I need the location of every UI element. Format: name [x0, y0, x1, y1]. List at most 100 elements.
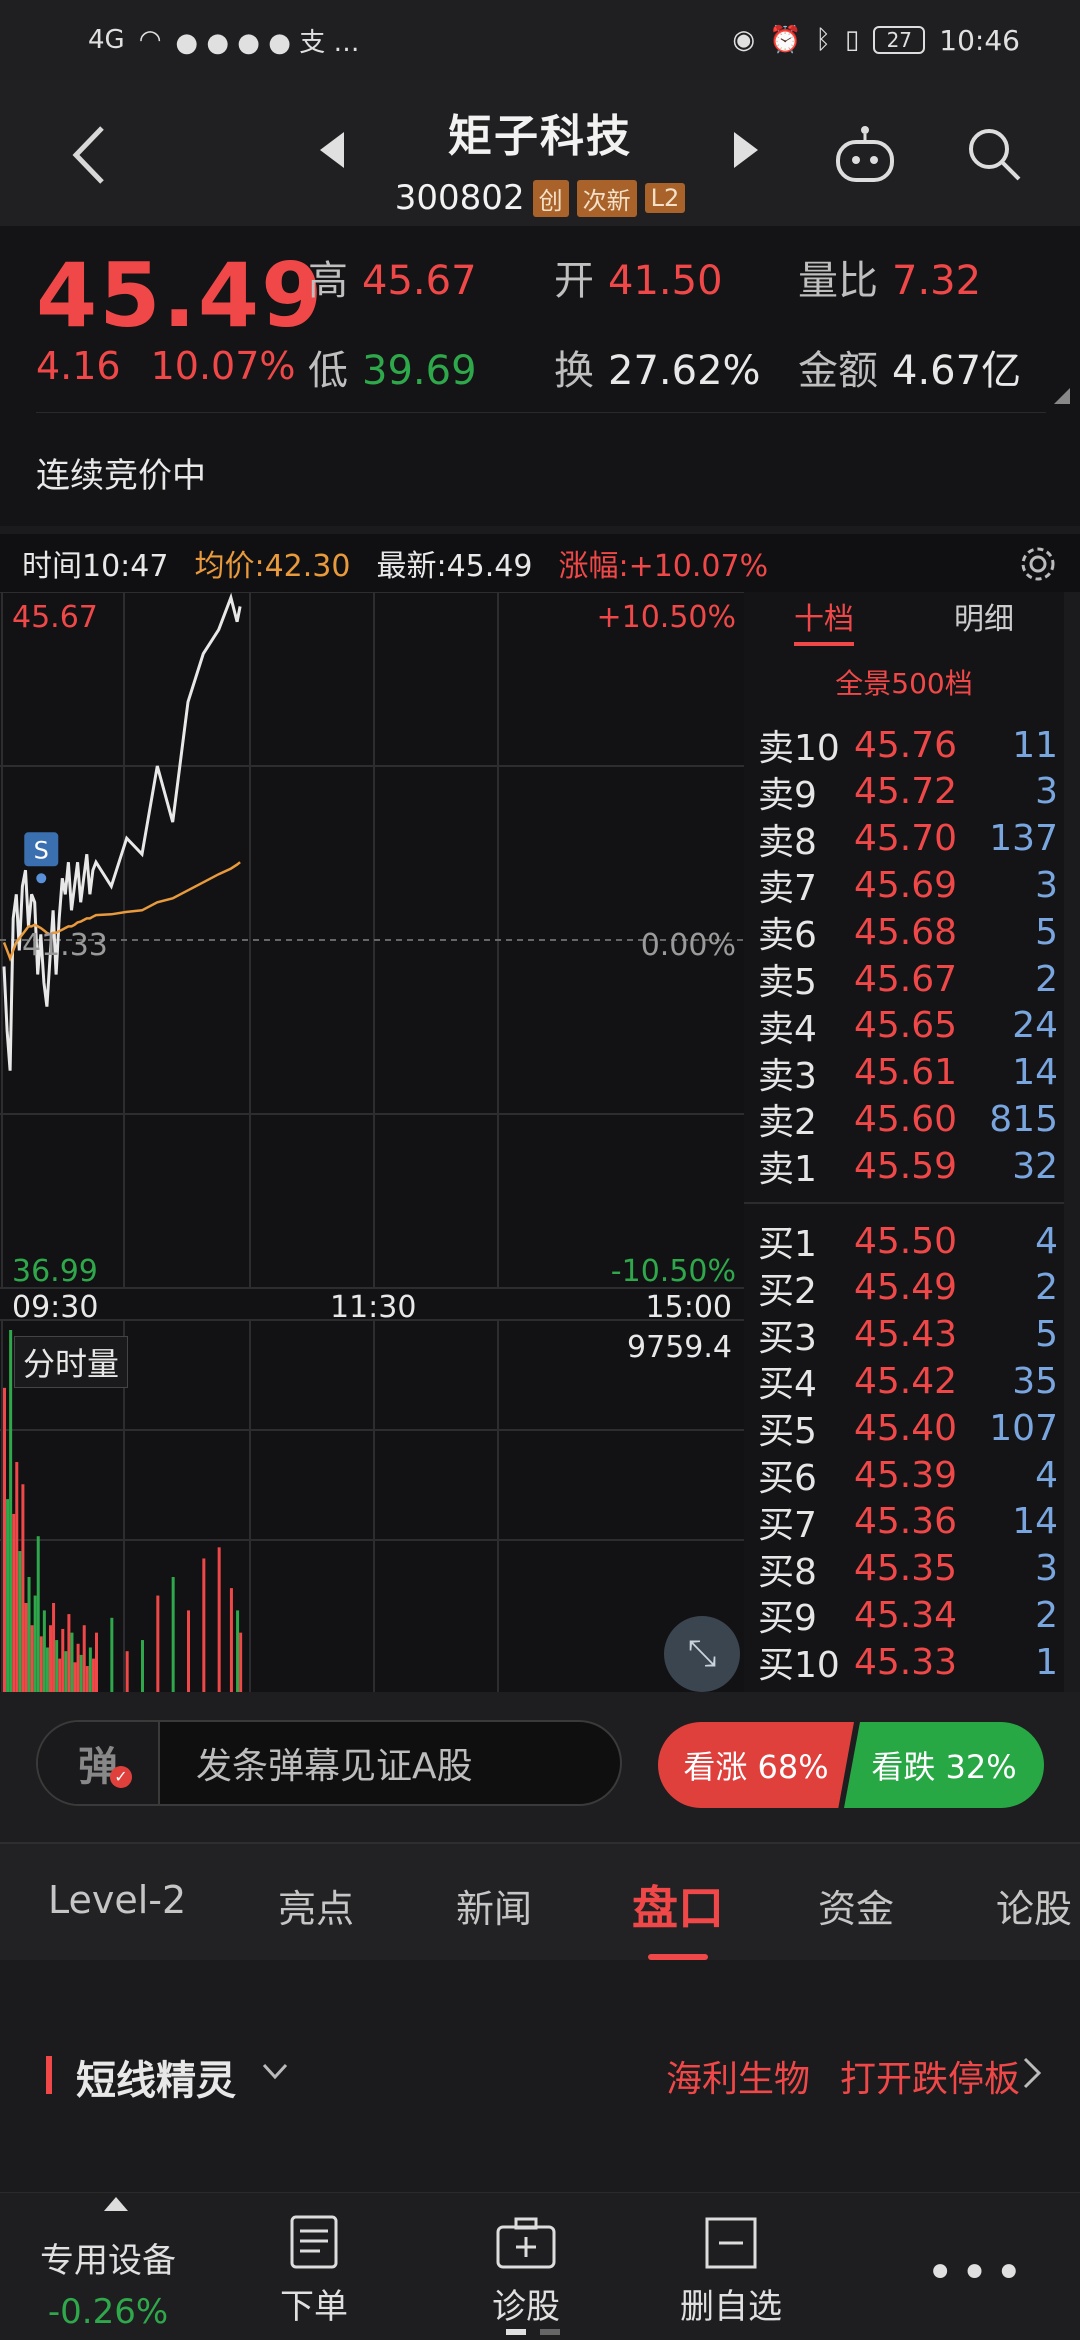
level-label: 买3 [758, 1317, 817, 1359]
bid-row[interactable]: 买4 45.42 35 [758, 1358, 1058, 1406]
level-label: 卖5 [758, 962, 817, 1003]
vote-up-button[interactable]: 看涨 68% [658, 1722, 854, 1808]
ask-row[interactable]: 卖6 45.68 5 [758, 909, 1058, 957]
chevron-down-icon[interactable] [260, 2056, 290, 2086]
level-label: 卖8 [758, 821, 817, 863]
volume-label: 分时量 [14, 1336, 129, 1388]
tab-level2[interactable]: Level-2 [48, 1878, 187, 1922]
level-price: 45.68 [854, 911, 958, 953]
bid-row[interactable]: 买6 45.39 4 [758, 1452, 1058, 1500]
more-icon[interactable]: ••• [926, 2245, 1029, 2301]
industry-label: 专用设备 [40, 2241, 176, 2281]
level-volume: 3 [1035, 864, 1058, 906]
volume-bar [95, 1632, 98, 1692]
robot-icon[interactable] [832, 122, 898, 188]
tab-ten-levels[interactable]: 十档 [744, 592, 904, 654]
tag-gem: 创 [532, 179, 569, 217]
ask-row[interactable]: 卖1 45.59 32 [758, 1143, 1058, 1191]
danmu-input[interactable]: 弹 ✓ 发条弹幕见证A股 [36, 1720, 622, 1806]
expand-corner-icon[interactable] [1054, 388, 1070, 404]
bid-row[interactable]: 买5 45.40 107 [758, 1405, 1058, 1453]
ask-row[interactable]: 卖8 45.70 137 [758, 816, 1058, 863]
bluetooth-icon: ᛒ [815, 25, 831, 55]
diagnose-button[interactable]: 诊股 [492, 2213, 560, 2328]
panorama-500-link[interactable]: 全景500档 [835, 667, 973, 700]
volume-bar [91, 1658, 95, 1692]
info-latest: 最新:45.49 [376, 549, 533, 584]
y-bottom-label: 36.99 [12, 1254, 98, 1289]
bid-row[interactable]: 买1 45.50 4 [758, 1218, 1058, 1266]
clock: 10:46 [939, 23, 1020, 57]
chart-info-bar: 时间10:47 均价:42.30 最新:45.49 涨幅:+10.07% [0, 534, 1080, 592]
danmu-bar: 弹 ✓ 发条弹幕见证A股 看涨 68% 看跌 32% [0, 1692, 1080, 1842]
level-price: 45.72 [854, 771, 958, 813]
related-stock-link[interactable]: 海利生物 [665, 2059, 810, 2100]
ask-row[interactable]: 卖2 45.60 815 [758, 1096, 1058, 1144]
bid-row[interactable]: 买7 45.36 14 [758, 1499, 1058, 1546]
turnover-cell: 换 27.62% [554, 348, 761, 394]
level-price: 45.50 [854, 1220, 958, 1262]
bid-row[interactable]: 买10 45.33 1 [758, 1639, 1058, 1687]
danmu-toggle-icon[interactable]: 弹 ✓ [38, 1722, 160, 1804]
volume-bar [42, 1610, 46, 1692]
info-pct: 涨幅:+10.07% [558, 549, 769, 584]
book-divider [744, 1202, 1064, 1204]
tab-news[interactable]: 新闻 [456, 1887, 533, 1931]
remove-watchlist-button[interactable]: 删自选 [680, 2213, 782, 2328]
bid-row[interactable]: 买8 45.35 3 [758, 1546, 1058, 1593]
tab-funds[interactable]: 资金 [818, 1887, 895, 1931]
level-volume: 14 [1012, 1501, 1058, 1543]
ask-row[interactable]: 卖3 45.61 14 [758, 1050, 1058, 1097]
tab-highlights[interactable]: 亮点 [278, 1887, 355, 1931]
tab-orderbook[interactable]: 盘口 [632, 1872, 724, 1960]
high-cell: 高 45.67 [308, 258, 477, 304]
next-stock-icon[interactable] [734, 132, 758, 168]
intraday-chart-svg: S [0, 592, 744, 1692]
prev-stock-icon[interactable] [320, 132, 344, 168]
order-button[interactable]: 下单 [280, 2213, 348, 2328]
ask-row[interactable]: 卖9 45.72 3 [758, 769, 1058, 816]
x-label-open: 09:30 [12, 1290, 99, 1325]
level-volume: 3 [1035, 771, 1058, 813]
volume-bar [39, 1636, 43, 1692]
tab-forum[interactable]: 论股 [996, 1887, 1073, 1931]
stock-code: 300802 [394, 178, 525, 218]
event-link[interactable]: 打开跌停板 [839, 2059, 1020, 2100]
bid-row[interactable]: 买9 45.34 2 [758, 1592, 1058, 1640]
price-line [2, 592, 242, 1071]
intraday-chart[interactable]: S 45.67 +10.50% 41.33 0.00% 36.99 -10.50… [0, 592, 744, 1692]
fullscreen-icon[interactable]: ⤡ [664, 1616, 740, 1692]
level-volume: 2 [1035, 1267, 1058, 1309]
search-icon[interactable] [964, 124, 1024, 184]
order-icon [290, 2215, 338, 2269]
bid-row[interactable]: 买3 45.43 5 [758, 1312, 1058, 1359]
last-price: 45.49 [36, 244, 325, 347]
order-label: 下单 [280, 2287, 348, 2327]
industry-button[interactable]: 专用设备 -0.26% [40, 2233, 176, 2332]
level-label: 卖7 [758, 868, 817, 910]
vote-down-button[interactable]: 看跌 32% [844, 1722, 1044, 1808]
level-price: 45.65 [854, 1005, 958, 1047]
gear-icon[interactable] [1018, 544, 1058, 584]
caret-up-icon [104, 2197, 128, 2211]
ask-row[interactable]: 卖7 45.69 3 [758, 862, 1058, 910]
volume-ratio-cell: 量比 7.32 [798, 258, 982, 304]
level-label: 卖3 [758, 1055, 817, 1097]
level-label: 买2 [758, 1270, 817, 1312]
ask-row[interactable]: 卖5 45.67 2 [758, 956, 1058, 1004]
level-price: 45.67 [854, 958, 958, 1000]
level-price: 45.35 [854, 1548, 958, 1590]
tab-details[interactable]: 明细 [954, 602, 1014, 637]
back-arrow-icon[interactable] [62, 120, 122, 190]
ask-row[interactable]: 卖4 45.65 24 [758, 1003, 1058, 1050]
bid-row[interactable]: 买2 45.49 2 [758, 1265, 1058, 1312]
section-accent [46, 2056, 52, 2094]
chevron-right-icon[interactable] [1020, 2056, 1044, 2090]
pct-mid-label: 0.00% [640, 928, 736, 963]
ask-row[interactable]: 卖10 45.76 11 [758, 722, 1058, 770]
section-title[interactable]: 短线精灵 [76, 2058, 236, 2104]
diagnose-label: 诊股 [492, 2287, 560, 2327]
volume-bar [45, 1647, 49, 1692]
medical-kit-icon [496, 2217, 556, 2269]
volume-bar [141, 1640, 144, 1692]
